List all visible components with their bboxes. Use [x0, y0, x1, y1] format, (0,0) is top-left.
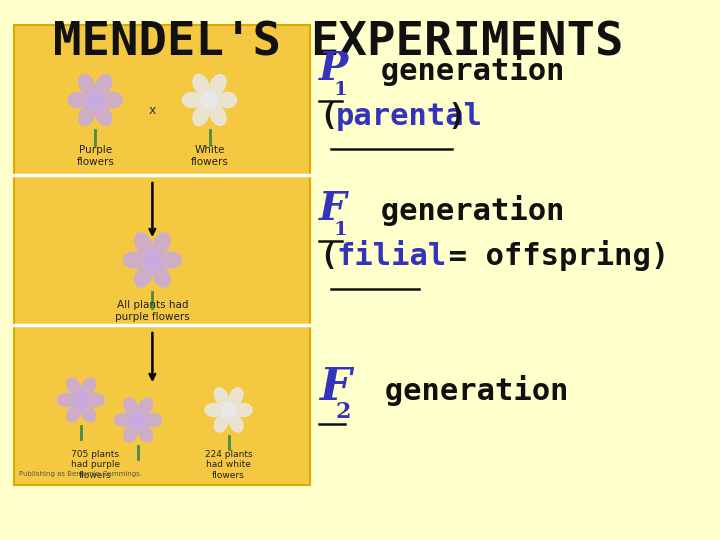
Ellipse shape: [81, 405, 95, 422]
Ellipse shape: [67, 378, 81, 395]
Ellipse shape: [102, 92, 122, 107]
Text: = offspring): = offspring): [412, 240, 669, 271]
Ellipse shape: [217, 92, 237, 107]
Ellipse shape: [139, 398, 153, 415]
Ellipse shape: [215, 415, 228, 432]
Text: Purple
flowers: Purple flowers: [76, 145, 114, 167]
Ellipse shape: [68, 92, 88, 107]
Text: generation: generation: [348, 375, 569, 406]
Text: All plants had
purple flowers: All plants had purple flowers: [115, 300, 190, 322]
Ellipse shape: [87, 394, 104, 407]
Circle shape: [73, 392, 89, 408]
Text: MENDEL'S: MENDEL'S: [53, 20, 281, 65]
Text: ): ): [447, 102, 466, 131]
Ellipse shape: [139, 425, 153, 442]
Ellipse shape: [67, 405, 81, 422]
Text: (: (: [319, 242, 338, 271]
Circle shape: [131, 412, 145, 428]
Text: (: (: [319, 102, 338, 131]
Ellipse shape: [182, 92, 202, 107]
Ellipse shape: [124, 398, 138, 415]
Ellipse shape: [96, 106, 112, 125]
Ellipse shape: [229, 415, 243, 432]
Text: x: x: [149, 104, 156, 117]
Text: Publishing as Benjamin Cummings.: Publishing as Benjamin Cummings.: [19, 471, 142, 477]
Text: White
flowers: White flowers: [191, 145, 228, 167]
Ellipse shape: [81, 378, 95, 395]
Ellipse shape: [78, 75, 94, 94]
FancyBboxPatch shape: [14, 25, 310, 485]
Ellipse shape: [193, 75, 209, 94]
Ellipse shape: [215, 388, 228, 405]
Text: parental: parental: [336, 102, 483, 131]
Text: filial: filial: [336, 242, 446, 271]
Ellipse shape: [153, 233, 170, 254]
Text: 1: 1: [334, 82, 348, 99]
Circle shape: [221, 402, 236, 418]
Ellipse shape: [144, 414, 161, 427]
Text: 705 plants
had purple
flowers: 705 plants had purple flowers: [71, 450, 120, 480]
Text: 1: 1: [334, 221, 348, 239]
Text: 2: 2: [336, 401, 351, 423]
Ellipse shape: [235, 403, 252, 416]
Text: generation: generation: [344, 195, 565, 226]
Text: F: F: [319, 366, 351, 409]
Ellipse shape: [210, 75, 226, 94]
Ellipse shape: [96, 75, 112, 94]
Circle shape: [86, 91, 104, 109]
Ellipse shape: [229, 388, 243, 405]
Text: P: P: [319, 50, 348, 88]
Ellipse shape: [135, 266, 152, 287]
Ellipse shape: [135, 233, 152, 254]
Text: generation: generation: [344, 55, 565, 86]
Circle shape: [201, 91, 218, 109]
Ellipse shape: [78, 106, 94, 125]
Ellipse shape: [205, 403, 222, 416]
Ellipse shape: [123, 252, 145, 268]
Ellipse shape: [153, 266, 170, 287]
Circle shape: [143, 251, 161, 269]
Text: 224 plants
had white
flowers: 224 plants had white flowers: [204, 450, 253, 480]
Ellipse shape: [114, 414, 132, 427]
Text: F: F: [319, 190, 347, 228]
Ellipse shape: [210, 106, 226, 125]
Text: EXPERIMENTS: EXPERIMENTS: [310, 20, 624, 65]
Ellipse shape: [193, 106, 209, 125]
Ellipse shape: [124, 425, 138, 442]
Ellipse shape: [160, 252, 181, 268]
Ellipse shape: [58, 394, 75, 407]
